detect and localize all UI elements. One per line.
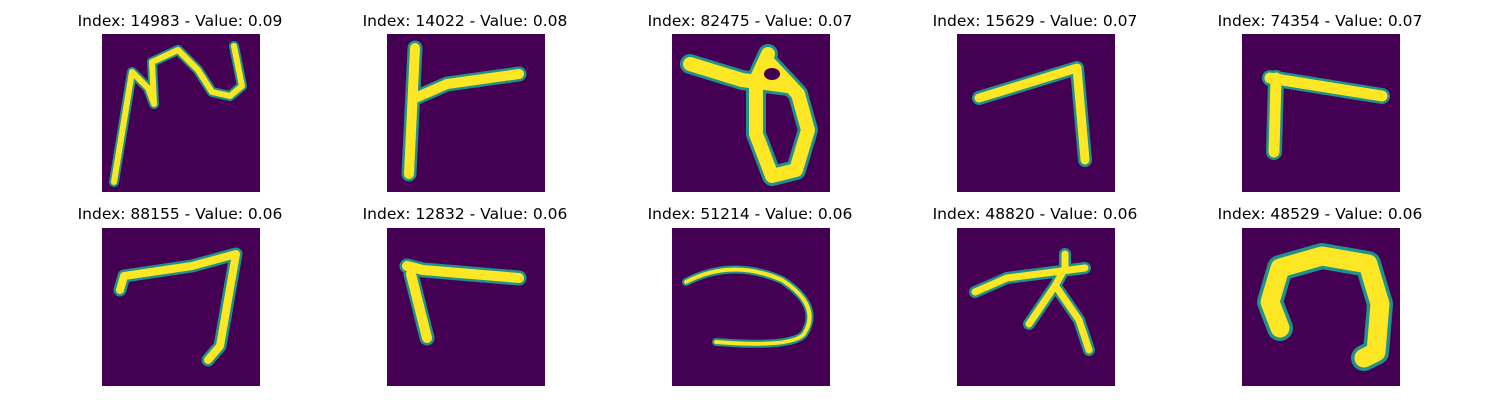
panel-title: Index: 88155 - Value: 0.06 xyxy=(77,205,283,223)
digit-image xyxy=(102,34,260,192)
panel-title: Index: 48820 - Value: 0.06 xyxy=(932,205,1138,223)
panel-title: Index: 74354 - Value: 0.07 xyxy=(1217,12,1423,30)
panel-title: Index: 82475 - Value: 0.07 xyxy=(647,12,853,30)
digit-image xyxy=(387,228,545,386)
panel-title: Index: 14983 - Value: 0.09 xyxy=(77,12,283,30)
panel-title: Index: 15629 - Value: 0.07 xyxy=(932,12,1138,30)
digit-image xyxy=(387,34,545,192)
digit-image xyxy=(672,34,830,192)
panel-title: Index: 12832 - Value: 0.06 xyxy=(362,205,568,223)
digit-image xyxy=(957,228,1115,386)
digit-image xyxy=(1242,228,1400,386)
panel-title: Index: 51214 - Value: 0.06 xyxy=(647,205,853,223)
digit-image xyxy=(672,228,830,386)
digit-image xyxy=(1242,34,1400,192)
panel-title: Index: 48529 - Value: 0.06 xyxy=(1217,205,1423,223)
panel-title: Index: 14022 - Value: 0.08 xyxy=(362,12,568,30)
digit-image xyxy=(957,34,1115,192)
digit-image xyxy=(102,228,260,386)
